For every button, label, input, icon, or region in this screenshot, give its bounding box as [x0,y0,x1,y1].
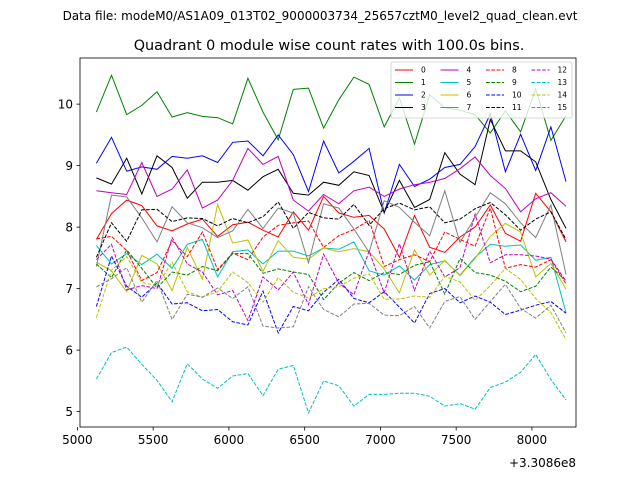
series-line-2 [95,112,567,215]
series-line-10 [95,254,567,335]
legend-label-1: 1 [421,78,426,87]
legend-label-9: 9 [512,78,517,87]
series-line-7 [95,189,567,275]
x-axis-offset-label: +3.3086e8 [509,456,576,470]
series-line-0 [95,192,567,259]
y-tick-label: 10 [58,97,73,111]
x-tick-label: 6000 [214,433,245,447]
legend-label-15: 15 [558,103,568,112]
series-line-8 [96,206,567,284]
legend-label-8: 8 [512,66,517,75]
legend-label-11: 11 [512,103,522,112]
x-tick-label: 7500 [441,433,472,447]
legend-label-12: 12 [558,66,568,75]
series-line-4 [96,147,567,213]
series-line-12 [96,212,567,322]
x-tick-label: 5000 [62,433,93,447]
legend-label-7: 7 [467,103,472,112]
series-line-3 [96,118,567,229]
y-tick-label: 8 [65,220,73,234]
x-tick-label: 8000 [517,433,548,447]
series-line-5 [96,238,567,313]
y-tick-label: 7 [65,282,73,296]
plot-area [95,73,567,415]
legend-label-10: 10 [512,91,522,100]
x-tick-label: 5500 [138,433,169,447]
legend-label-4: 4 [467,66,472,75]
series-line-13 [95,346,567,415]
y-tick-label: 5 [65,405,73,419]
y-tick-label: 9 [65,159,73,173]
series-lines [95,73,567,415]
legend-label-14: 14 [558,91,568,100]
legend-box [390,61,573,119]
legend-label-6: 6 [467,91,472,100]
x-tick-label: 6500 [289,433,320,447]
series-line-11 [95,201,567,258]
x-tick-label: 7000 [365,433,396,447]
chart-title: Quadrant 0 module wise count rates with … [134,38,525,54]
axes-frame [79,57,577,428]
legend-label-0: 0 [421,66,426,75]
series-line-9 [96,249,567,301]
legend-label-3: 3 [421,103,426,112]
legend-label-5: 5 [467,78,472,87]
series-line-15 [96,266,567,334]
legend-label-13: 13 [558,78,568,87]
y-tick-label: 6 [65,343,73,357]
series-line-6 [96,202,567,295]
series-line-14 [95,255,567,340]
data-file-suptitle: Data file: modeM0/AS1A09_013T02_90000037… [63,9,578,23]
legend-label-2: 2 [421,91,426,100]
